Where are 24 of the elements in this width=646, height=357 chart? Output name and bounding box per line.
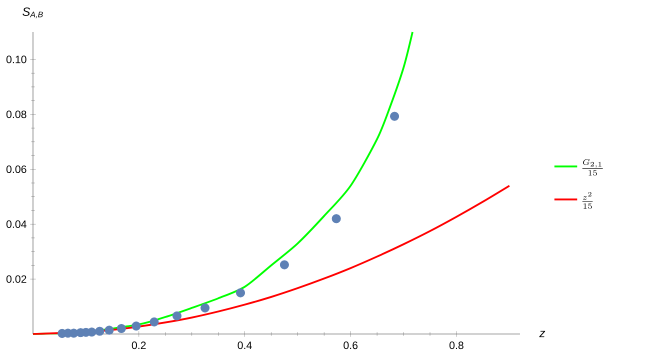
x-tick-label: 0.4 [238, 342, 252, 350]
x-tick-label: 0.8 [449, 342, 464, 350]
x-axis-title: z [539, 330, 546, 338]
point [104, 326, 114, 335]
point [280, 260, 289, 270]
y-tick-label: 0.10 [6, 56, 26, 64]
point [390, 112, 400, 121]
point [200, 303, 210, 312]
point [332, 214, 341, 224]
point [172, 311, 182, 320]
legend-label: $\frac{G_{2,1}}{15}$ [582, 159, 603, 176]
y-tick-label: 0.04 [6, 220, 26, 228]
point [150, 317, 159, 326]
legend-label: $\frac{z^{2}}{15}$ [582, 192, 593, 209]
y-tick-label: 0.02 [6, 275, 26, 283]
point [132, 322, 141, 331]
point [95, 326, 104, 336]
point [116, 324, 126, 334]
y-tick-label: 0.06 [6, 166, 26, 174]
y-axis-title: S$_{A,B}$ [22, 7, 43, 18]
point [236, 288, 246, 298]
y-tick-label: 0.08 [6, 110, 26, 118]
x-tick-label: 0.2 [132, 342, 146, 350]
x-tick-label: 0.6 [344, 342, 358, 350]
